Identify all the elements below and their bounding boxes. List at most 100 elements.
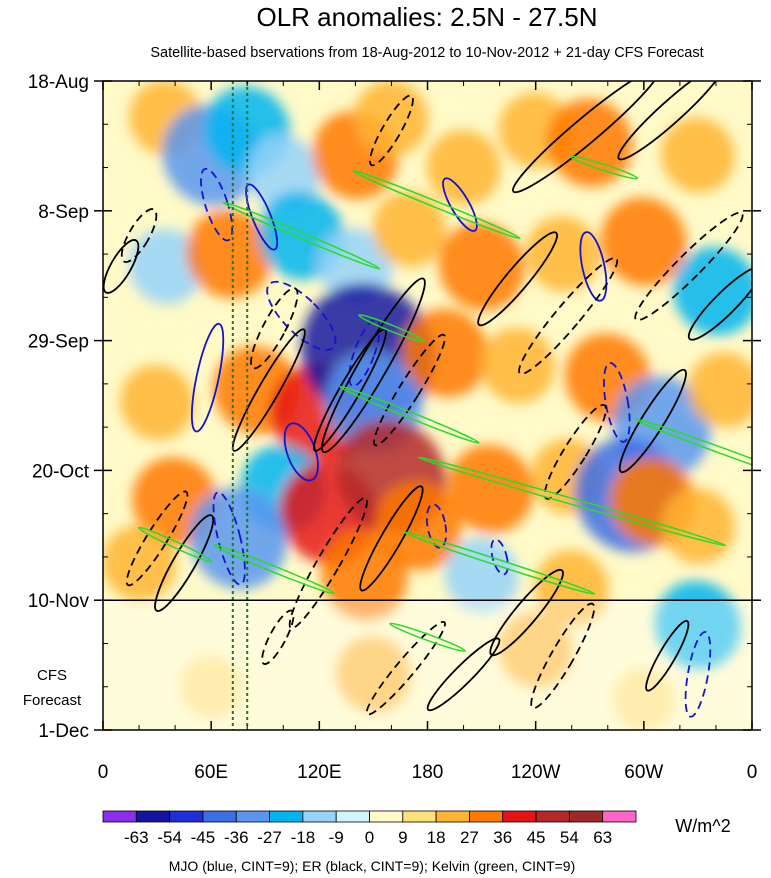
x-tick-label: 60W — [624, 762, 663, 783]
colorbar-swatch — [469, 810, 504, 823]
mjo-contour — [245, 183, 279, 251]
er-contour — [261, 609, 295, 665]
anomaly-blob — [103, 525, 177, 601]
er-contour — [231, 328, 306, 452]
er-contour — [359, 485, 424, 592]
y-tick-label: 8-Sep — [38, 202, 89, 223]
colorbar-swatch — [435, 810, 470, 823]
anomaly-blob — [426, 129, 501, 206]
kelvin-contour — [339, 385, 480, 444]
anomaly-blob — [186, 209, 273, 299]
x-tick-label: 120W — [511, 762, 561, 783]
er-contour — [634, 211, 744, 322]
er-contour — [489, 568, 564, 657]
colorbar-level-label: 27 — [460, 828, 479, 847]
colorbar-swatch — [235, 810, 270, 823]
mjo-contour — [684, 631, 712, 718]
colorbar-swatch — [169, 810, 204, 823]
anomaly-blob — [372, 191, 447, 268]
anomaly-blob — [444, 537, 519, 614]
mjo-contour — [266, 280, 337, 351]
anomaly-blob — [480, 327, 555, 404]
y-tick-label: 20-Oct — [32, 461, 90, 482]
mjo-contour — [425, 503, 448, 549]
colorbar-swatch — [535, 810, 570, 823]
y-tick-label: 29-Sep — [28, 332, 89, 353]
kelvin-contour — [352, 170, 521, 240]
kelvin-contour — [403, 531, 596, 595]
forecast-label-line1: CFS — [37, 667, 67, 684]
er-contour — [103, 239, 140, 294]
er-contour — [154, 514, 215, 612]
er-contour — [426, 637, 501, 712]
forecast-region — [103, 600, 752, 730]
colorbar-level-label: -18 — [291, 828, 316, 847]
mjo-contour — [442, 177, 478, 232]
anomaly-blob — [354, 81, 429, 156]
kelvin-contour — [222, 201, 381, 270]
colorbar-level-label: 9 — [398, 828, 407, 847]
colorbar-swatch — [502, 810, 537, 823]
kelvin-contour — [358, 314, 425, 343]
colorbar-level-label: 18 — [427, 828, 446, 847]
forecast-label-line2: Forecast — [23, 692, 82, 709]
mjo-contour — [579, 231, 608, 302]
anomaly-blob — [525, 216, 600, 292]
er-contour — [365, 620, 446, 716]
contour-legend: MJO (blue, CINT=9); ER (black, CINT=9); … — [169, 858, 576, 874]
kelvin-contour — [389, 622, 466, 653]
mjo-contour — [348, 318, 381, 387]
anomaly-blob — [687, 352, 752, 428]
y-tick-label: 18-Aug — [28, 72, 89, 93]
kelvin-contour — [417, 456, 727, 547]
er-contour — [250, 287, 299, 370]
colorbar-swatch — [369, 810, 404, 823]
anomaly-blob — [336, 636, 411, 713]
colorbar-swatch — [568, 810, 604, 823]
colorbar-level-label: -54 — [157, 828, 182, 847]
anomaly-blob — [660, 117, 735, 193]
anomaly-blob — [600, 197, 687, 286]
colorbar-level-label: -63 — [124, 828, 149, 847]
er-contour — [512, 81, 661, 194]
colorbar-swatch — [602, 810, 637, 823]
colorbar-swatch — [269, 810, 304, 823]
anomaly-blob — [447, 444, 534, 534]
anomaly-blob — [321, 531, 408, 620]
reference-lines — [231, 81, 249, 730]
mjo-contour — [200, 167, 234, 242]
colorbar-level-label: -36 — [224, 828, 249, 847]
colorbar-level-label: -45 — [191, 828, 216, 847]
colorbar: -63 -54 -45 -36 -27 -18 -9 0 9 18 27 36 45 54 63 — [102, 810, 637, 847]
anomaly-blob — [180, 655, 243, 719]
er-contour — [288, 497, 368, 630]
er-contour — [530, 602, 596, 709]
colorbar-swatch — [102, 810, 137, 823]
anomaly-blob — [402, 308, 489, 398]
plot-area — [103, 81, 752, 730]
colorbar-level-label: 45 — [527, 828, 546, 847]
colorbar-level-label: -27 — [257, 828, 282, 847]
er-contour — [518, 257, 619, 375]
colorbar-swatch — [402, 810, 437, 823]
er-contour — [477, 231, 559, 327]
mjo-contour — [490, 538, 509, 576]
colorbar-swatch — [202, 810, 237, 823]
er-contour — [373, 333, 446, 447]
x-tick-label: 180 — [412, 762, 444, 783]
anomaly-blob — [129, 228, 204, 305]
anomaly-blob — [673, 247, 752, 336]
colorbar-swatch — [302, 810, 337, 823]
er-contour — [687, 266, 752, 341]
y-tick-label: 10-Nov — [28, 591, 90, 612]
anomaly-blob — [612, 667, 675, 730]
colorbar-level-label: 54 — [560, 828, 579, 847]
colorbar-units: W/m^2 — [675, 816, 730, 836]
x-tick-label: 60E — [194, 762, 228, 783]
kelvin-contour — [213, 544, 336, 595]
er-contour — [369, 94, 414, 167]
chart-title: OLR anomalies: 2.5N - 27.5N — [256, 2, 597, 32]
colorbar-level-label: 63 — [593, 828, 612, 847]
anomaly-blob — [438, 222, 525, 311]
